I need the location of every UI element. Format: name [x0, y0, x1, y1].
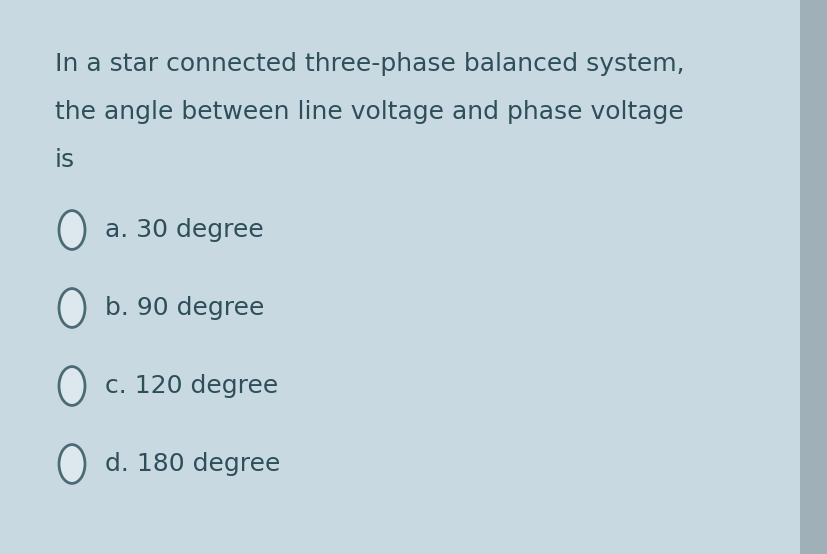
Text: c. 120 degree: c. 120 degree	[105, 374, 278, 398]
Text: is: is	[55, 148, 75, 172]
Text: the angle between line voltage and phase voltage: the angle between line voltage and phase…	[55, 100, 684, 124]
Ellipse shape	[59, 367, 85, 406]
Text: b. 90 degree: b. 90 degree	[105, 296, 265, 320]
Ellipse shape	[59, 445, 85, 484]
Text: d. 180 degree: d. 180 degree	[105, 452, 280, 476]
Bar	[800, 0, 827, 554]
Ellipse shape	[59, 211, 85, 249]
Text: In a star connected three-phase balanced system,: In a star connected three-phase balanced…	[55, 52, 685, 76]
Text: a. 30 degree: a. 30 degree	[105, 218, 264, 242]
Ellipse shape	[59, 289, 85, 327]
